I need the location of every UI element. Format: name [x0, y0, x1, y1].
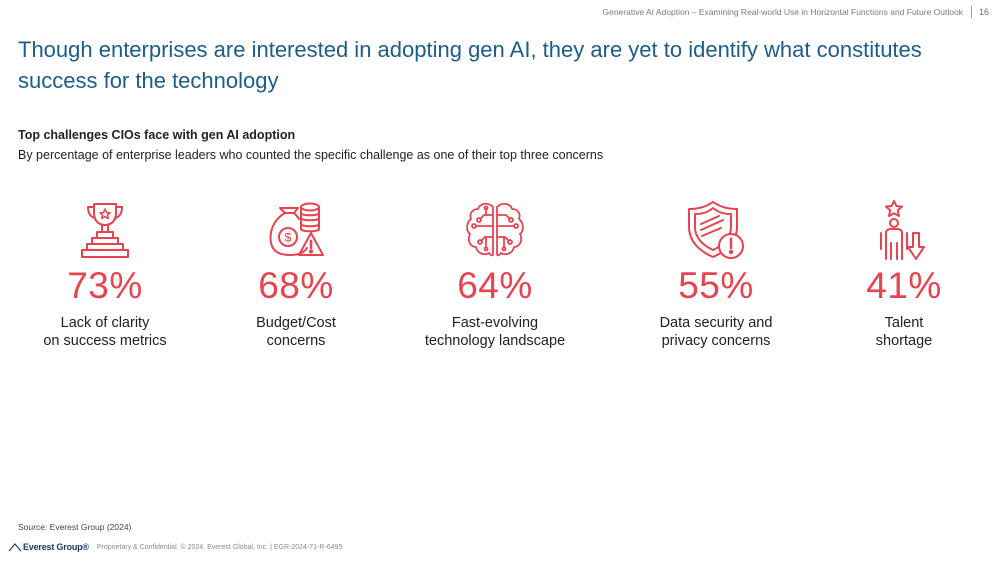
stat-value: 55%: [678, 265, 754, 306]
source-note: Source: Everest Group (2024): [18, 522, 132, 532]
logo-text: Everest Group®: [23, 542, 89, 552]
stat-value: 68%: [258, 265, 334, 306]
svg-text:$: $: [285, 231, 292, 245]
running-header: Generative AI Adoption – Examining Real-…: [602, 6, 989, 18]
stat-label-line: Lack of clarity: [60, 315, 150, 331]
ai-brain-circuit-icon: [395, 195, 595, 261]
stat-value: 64%: [457, 265, 533, 306]
header-divider: [970, 6, 972, 18]
stat-value: 41%: [866, 265, 942, 306]
stat-fast-evolving-tech: 64% Fast-evolving technology landscape: [395, 195, 595, 350]
page-title: Though enterprises are interested in ado…: [18, 37, 922, 93]
mountain-logo-icon: [8, 543, 22, 552]
shield-alert-icon: [616, 195, 816, 261]
section-description: By percentage of enterprise leaders who …: [18, 148, 604, 162]
footer-text: Proprietary & Confidential. © 2024, Ever…: [96, 543, 343, 551]
footer: Everest Group® Proprietary & Confidentia…: [8, 542, 342, 552]
section-subtitle: Top challenges CIOs face with gen AI ado…: [18, 128, 296, 142]
stat-label: Talent shortage: [804, 314, 999, 350]
person-star-down-arrow-icon: [804, 195, 999, 261]
stat-value: 73%: [67, 265, 143, 306]
stat-label-line: Data security and: [659, 315, 773, 331]
stat-lack-of-clarity: 73% Lack of clarity on success metrics: [5, 195, 205, 350]
stat-label-line: technology landscape: [424, 333, 566, 349]
stat-talent-shortage: 41% Talent shortage: [804, 195, 999, 350]
stat-label-line: Budget/Cost: [256, 315, 336, 331]
trophy-icon: [5, 195, 205, 261]
page-number: 16: [978, 7, 989, 17]
stat-label-line: shortage: [875, 333, 933, 349]
stat-budget-cost: $ 68% Budget/Cost concerns: [196, 195, 396, 350]
money-bag-coins-icon: $: [196, 195, 396, 261]
stat-label: Fast-evolving technology landscape: [395, 314, 595, 350]
document-title: Generative AI Adoption – Examining Real-…: [602, 7, 963, 17]
stat-label-line: concerns: [266, 333, 326, 349]
stat-label-line: on success metrics: [43, 333, 167, 349]
stat-data-security: 55% Data security and privacy concerns: [616, 195, 816, 350]
stat-label-line: privacy concerns: [661, 333, 771, 349]
stat-label: Data security and privacy concerns: [616, 314, 816, 350]
stat-label: Lack of clarity on success metrics: [5, 314, 205, 350]
everest-group-logo: Everest Group®: [8, 542, 89, 552]
stat-label-line: Fast-evolving: [451, 315, 539, 331]
stat-label-line: Talent: [884, 315, 924, 331]
stat-label: Budget/Cost concerns: [196, 314, 396, 350]
